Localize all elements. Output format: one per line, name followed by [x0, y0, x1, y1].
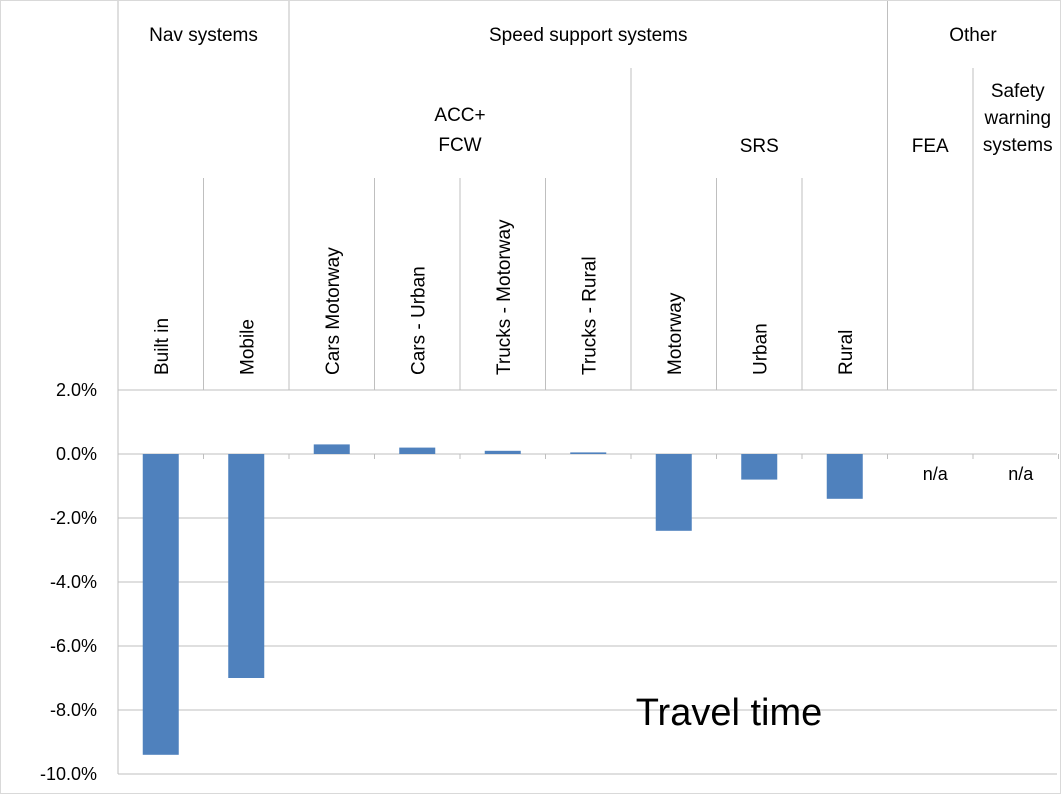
- y-tick-label: -10.0%: [40, 764, 97, 784]
- category-label: Urban: [750, 323, 771, 375]
- category-label: Trucks - Motorway: [494, 219, 515, 375]
- category-label: Cars - Urban: [408, 266, 429, 375]
- bar: [399, 447, 436, 454]
- category-label: Trucks - Rural: [579, 256, 600, 375]
- bar: [228, 454, 265, 678]
- subgroup-label: SRS: [740, 136, 779, 157]
- bar: [313, 444, 350, 454]
- y-tick-label: -4.0%: [50, 572, 97, 592]
- y-tick-label: -6.0%: [50, 636, 97, 656]
- category-label: Cars Motorway: [323, 247, 344, 375]
- group-label: Other: [949, 25, 997, 46]
- category-label: Rural: [836, 330, 857, 375]
- bar: [142, 454, 179, 755]
- subgroup-label: Safety warning systems: [983, 81, 1053, 156]
- y-tick-label: -2.0%: [50, 508, 97, 528]
- bar: [741, 454, 778, 480]
- y-tick-label: 0.0%: [56, 444, 97, 464]
- category-label: Built in: [152, 318, 173, 375]
- chart-title: Travel time: [636, 692, 823, 734]
- y-tick-label: -8.0%: [50, 700, 97, 720]
- na-annotation: n/a: [1008, 464, 1034, 484]
- y-tick-label: 2.0%: [56, 380, 97, 400]
- bar: [570, 452, 607, 454]
- bar: [484, 450, 521, 454]
- group-label: Nav systems: [149, 25, 258, 46]
- category-label: Mobile: [237, 319, 258, 375]
- group-label: Speed support systems: [489, 25, 688, 46]
- subgroup-label: FEA: [912, 136, 949, 157]
- bar: [826, 454, 863, 499]
- na-annotation: n/a: [923, 464, 949, 484]
- subgroup-label: ACC+ FCW: [434, 105, 485, 156]
- bar: [655, 454, 692, 531]
- category-label: Motorway: [665, 292, 686, 375]
